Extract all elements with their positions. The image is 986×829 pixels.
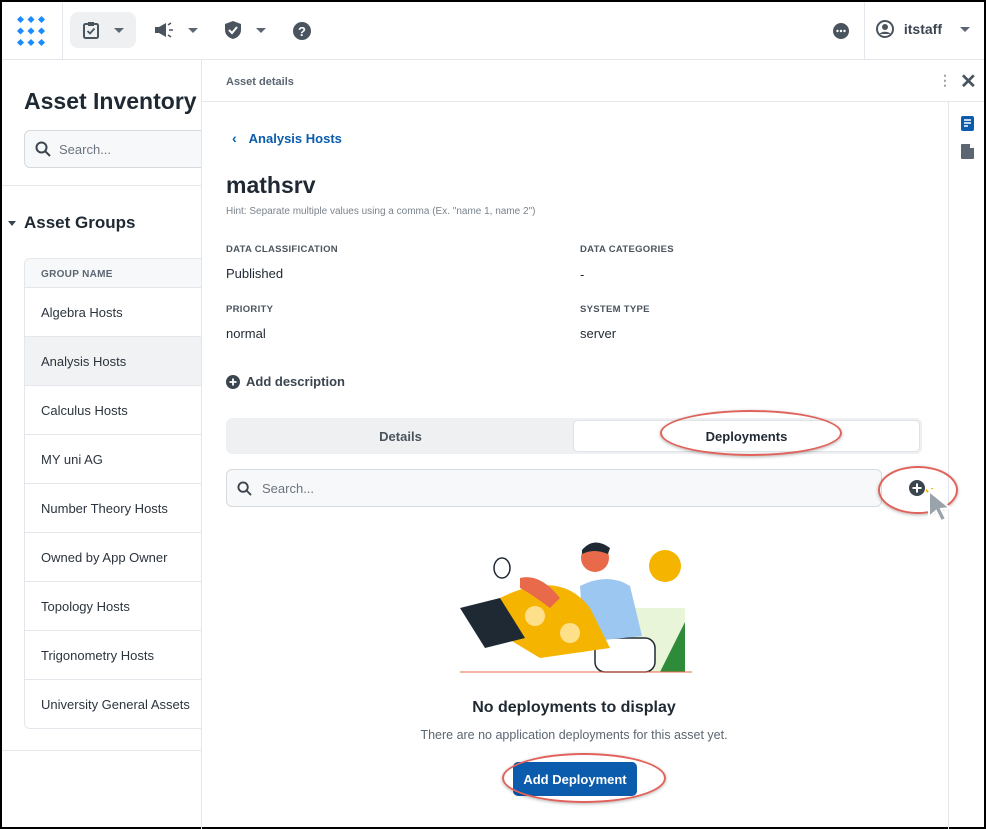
asset-details-panel: Asset details ⋮ ✕ ‹ Analysis Hosts maths… [202,60,984,829]
empty-state-illustration [460,542,692,673]
table-row[interactable]: Analysis Hosts [25,336,201,385]
empty-state-subtitle: There are no application deployments for… [420,728,728,742]
announcements-menu-button[interactable] [142,12,210,48]
search-input[interactable]: Search... [24,130,201,168]
top-bar: ? itstaff [2,2,984,60]
search-placeholder: Search... [262,480,315,496]
logo-icon[interactable] [14,14,48,48]
field-label: SYSTEM TYPE [580,304,650,315]
megaphone-icon [155,22,173,38]
security-menu-button[interactable] [212,12,278,48]
tasks-menu-button[interactable] [70,12,136,48]
back-link[interactable]: ‹ Analysis Hosts [232,130,342,146]
table-row[interactable]: Algebra Hosts [25,287,201,336]
asset-name[interactable]: mathsrv [226,172,316,198]
panel-title: Asset details [226,76,294,88]
add-description-button[interactable]: Add description [226,374,345,389]
chevron-down-icon [188,27,198,33]
asset-groups-table: GROUP NAME Algebra Hosts Analysis Hosts Ca… [24,258,201,729]
details-icon[interactable] [961,116,974,131]
back-label: Analysis Hosts [248,130,342,146]
svg-text:?: ? [298,24,306,39]
field-label: DATA CLASSIFICATION [226,244,338,255]
table-row[interactable]: MY uni AG [25,434,201,483]
more-options-icon[interactable]: ⋮ [938,72,952,88]
help-icon[interactable]: ? [292,21,312,41]
divider [864,2,865,60]
page-title: Asset Inventory [24,88,197,114]
table-row[interactable]: University General Assets [25,679,201,728]
tab-details[interactable]: Details [379,428,422,444]
asset-inventory-panel: Asset Inventory Search... Asset Groups G… [2,60,202,829]
column-header: GROUP NAME [25,259,201,287]
asset-groups-toggle[interactable]: Asset Groups [8,213,135,233]
caret-down-icon [8,220,16,226]
user-icon [875,20,894,38]
clipboard-check-icon [83,22,99,39]
empty-state-title: No deployments to display [472,699,676,716]
asset-groups-title: Asset Groups [24,213,136,232]
table-row[interactable]: Number Theory Hosts [25,483,201,532]
highlight-annotation [660,410,842,456]
panel-header: Asset details ⋮ ✕ [202,60,984,102]
table-row[interactable]: Topology Hosts [25,581,201,630]
divider [2,185,201,186]
field-value[interactable]: normal [226,326,266,341]
field-label: DATA CATEGORIES [580,244,674,255]
add-description-label: Add description [246,374,345,389]
plus-circle-icon [226,374,240,389]
search-placeholder: Search... [59,141,112,157]
highlight-annotation [878,466,958,514]
close-icon[interactable]: ✕ [960,71,977,93]
table-row[interactable]: Owned by App Owner [25,532,201,581]
document-icon[interactable] [961,144,974,159]
chevron-down-icon [114,27,124,33]
divider [2,750,201,751]
side-rail [948,102,984,829]
field-value[interactable]: - [580,267,585,282]
cursor-icon [926,488,953,523]
user-menu[interactable]: itstaff [875,20,970,38]
search-icon [237,480,252,496]
hint-text: Hint: Separate multiple values using a c… [226,206,536,217]
field-label: PRIORITY [226,304,274,315]
chevron-left-icon: ‹ [232,130,237,146]
highlight-annotation [502,753,666,803]
deployments-search-input[interactable]: Search... [226,469,882,507]
table-row[interactable]: Calculus Hosts [25,385,201,434]
search-icon [35,141,51,157]
chevron-down-icon [256,27,266,33]
chat-icon[interactable] [832,22,850,40]
divider [62,2,63,60]
table-row[interactable]: Trigonometry Hosts [25,630,201,679]
chevron-down-icon [960,26,970,32]
shield-check-icon [225,21,241,39]
field-value[interactable]: server [580,326,617,341]
field-value[interactable]: Published [226,266,284,281]
username: itstaff [903,21,942,37]
